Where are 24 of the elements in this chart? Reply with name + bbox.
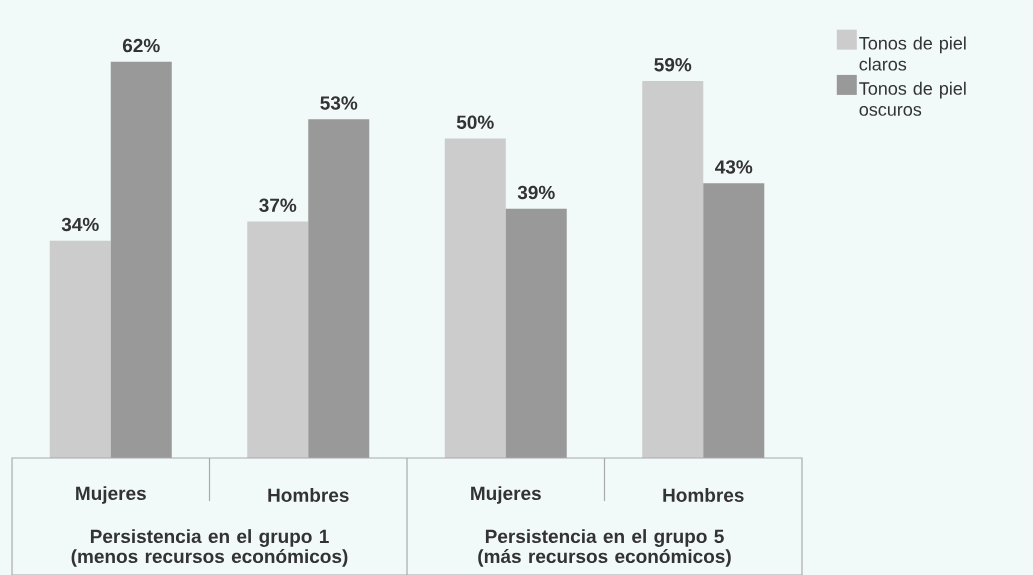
data-label: 43% — [715, 160, 753, 174]
text: Persistencia en el grupo 1 (menos recursos económicos) — [71, 529, 348, 567]
bar — [247, 221, 309, 458]
bar — [642, 80, 704, 458]
x-tick-label: Hombres — [268, 488, 349, 502]
x-tick-label: Mujeres — [76, 486, 146, 504]
data-label: 39% — [517, 185, 555, 200]
x-tick-label: Hombres — [663, 488, 744, 502]
data-label: 59% — [654, 57, 692, 72]
data-label: 62% — [122, 38, 160, 53]
bar — [308, 119, 370, 458]
x-tick-label: Mujeres — [471, 486, 541, 504]
bar — [505, 208, 567, 458]
bar — [110, 61, 172, 458]
data-label: 37% — [259, 198, 297, 213]
bar — [444, 138, 506, 458]
data-label: 53% — [320, 96, 358, 110]
text: Persistencia en el grupo 5 (más recursos económicos) — [478, 529, 731, 567]
bar — [703, 183, 765, 458]
data-label: 50% — [456, 115, 494, 129]
data-label: 34% — [61, 217, 99, 232]
legend-label: Tonos de piel oscuros — [859, 81, 966, 116]
bar — [49, 240, 111, 458]
legend-label: Tonos de piel claros — [859, 36, 966, 71]
